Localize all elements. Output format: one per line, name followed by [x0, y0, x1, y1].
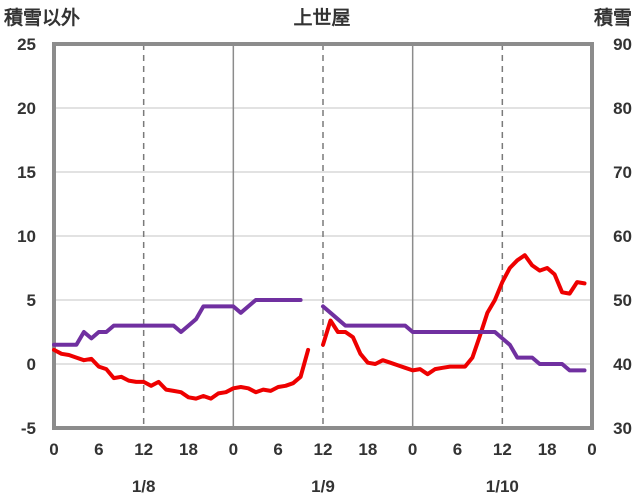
- left-axis-label: 積雪以外: [4, 6, 80, 29]
- right-axis-label: 積雪: [594, 6, 632, 29]
- x-tick-label: 0: [49, 440, 58, 459]
- x-tick-label: 0: [587, 440, 596, 459]
- date-label: 1/9: [311, 477, 335, 496]
- right-tick-label: 90: [613, 35, 632, 54]
- right-tick-label: 50: [613, 291, 632, 310]
- date-label: 1/10: [486, 477, 519, 496]
- series-line-snow: [321, 304, 587, 373]
- x-tick-label: 0: [408, 440, 417, 459]
- series-line-snow: [52, 298, 303, 347]
- x-tick-label: 6: [94, 440, 103, 459]
- x-tick-label: 6: [273, 440, 282, 459]
- left-axis-ticks: 25 20 15 10 5 0 -5: [17, 35, 36, 438]
- left-tick-label: 5: [27, 291, 36, 310]
- x-axis-ticks: 0 6 12 18 0 6 12 18 0 6 12 18 0: [49, 440, 596, 459]
- left-tick-label: -5: [21, 419, 36, 438]
- right-tick-label: 80: [613, 99, 632, 118]
- plot-frame: [52, 42, 594, 430]
- right-tick-label: 40: [613, 355, 632, 374]
- series-layer: [52, 253, 587, 401]
- left-tick-label: 25: [17, 35, 36, 54]
- x-tick-label: 18: [538, 440, 557, 459]
- x-tick-label: 6: [453, 440, 462, 459]
- date-labels: 1/8 1/9 1/10: [132, 477, 519, 496]
- x-tick-label: 0: [229, 440, 238, 459]
- date-label: 1/8: [132, 477, 156, 496]
- right-tick-label: 30: [613, 419, 632, 438]
- left-tick-label: 15: [17, 163, 36, 182]
- right-axis-ticks: 90 80 70 60 50 40 30: [613, 35, 632, 438]
- grid: [54, 44, 592, 428]
- x-tick-label: 12: [493, 440, 512, 459]
- x-tick-label: 12: [134, 440, 153, 459]
- left-tick-label: 10: [17, 227, 36, 246]
- x-tick-label: 12: [314, 440, 333, 459]
- right-tick-label: 70: [613, 163, 632, 182]
- x-tick-label: 18: [179, 440, 198, 459]
- x-tick-label: 18: [358, 440, 377, 459]
- left-tick-label: 0: [27, 355, 36, 374]
- series-line-other: [321, 253, 587, 377]
- chart-title: 上世屋: [293, 7, 350, 29]
- left-tick-label: 20: [17, 99, 36, 118]
- series-line-other: [52, 347, 311, 401]
- right-tick-label: 60: [613, 227, 632, 246]
